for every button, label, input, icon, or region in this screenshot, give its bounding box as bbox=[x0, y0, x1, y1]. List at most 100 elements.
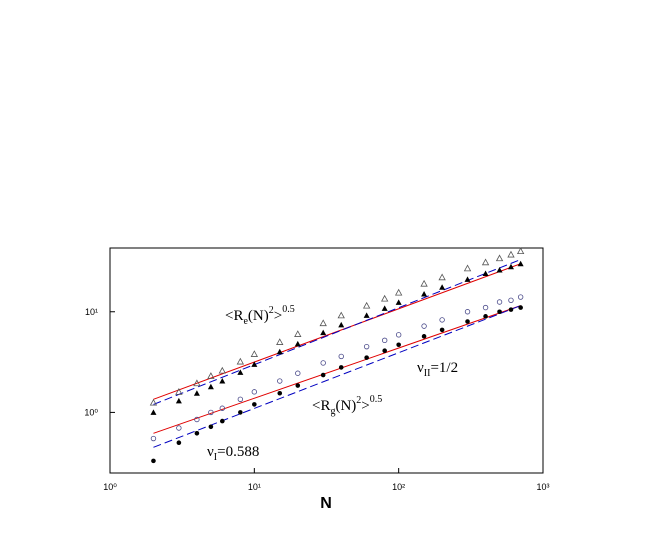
point bbox=[251, 389, 258, 395]
point bbox=[337, 311, 345, 319]
point bbox=[193, 390, 200, 396]
point bbox=[516, 247, 525, 255]
point bbox=[193, 379, 201, 387]
point bbox=[517, 260, 524, 267]
point bbox=[482, 304, 489, 311]
point bbox=[237, 396, 244, 402]
point bbox=[463, 264, 472, 272]
point bbox=[518, 305, 523, 310]
point bbox=[207, 372, 215, 379]
x-tick-label: 10² bbox=[392, 482, 405, 492]
point bbox=[338, 365, 344, 370]
point bbox=[395, 299, 402, 305]
x-tick-label: 10³ bbox=[536, 482, 549, 492]
point bbox=[320, 329, 327, 336]
point bbox=[382, 348, 387, 354]
point bbox=[194, 416, 200, 423]
y-tick-label: 10¹ bbox=[85, 307, 98, 317]
point bbox=[381, 294, 389, 302]
point bbox=[319, 319, 327, 327]
annotation: <Re(N)2>0.5 bbox=[225, 304, 295, 327]
point bbox=[420, 279, 428, 287]
point bbox=[276, 338, 284, 345]
x-tick-label: 10¹ bbox=[248, 482, 261, 492]
point bbox=[208, 409, 214, 416]
point bbox=[495, 254, 504, 262]
point bbox=[381, 337, 388, 344]
point bbox=[175, 397, 182, 404]
point bbox=[219, 378, 226, 384]
point bbox=[250, 350, 259, 357]
point bbox=[465, 319, 470, 324]
point bbox=[438, 273, 446, 281]
point bbox=[175, 388, 183, 395]
point bbox=[277, 378, 283, 384]
annotation: νI=0.588 bbox=[207, 444, 259, 463]
point bbox=[238, 410, 243, 415]
point bbox=[219, 405, 226, 411]
point bbox=[508, 307, 514, 312]
point bbox=[363, 312, 370, 318]
point bbox=[508, 297, 514, 303]
point bbox=[208, 424, 214, 430]
x-axis-label: N bbox=[320, 495, 332, 512]
point bbox=[277, 390, 283, 396]
point bbox=[220, 418, 225, 424]
point bbox=[151, 458, 156, 464]
point bbox=[252, 402, 257, 407]
point bbox=[482, 270, 489, 276]
point bbox=[421, 334, 427, 339]
point bbox=[394, 288, 403, 296]
point bbox=[176, 440, 182, 446]
point bbox=[381, 305, 388, 311]
point bbox=[496, 299, 503, 305]
point bbox=[496, 266, 503, 273]
point bbox=[149, 398, 158, 406]
point bbox=[363, 343, 370, 350]
point bbox=[207, 383, 214, 390]
point bbox=[396, 342, 401, 348]
point bbox=[150, 435, 157, 442]
plot-frame bbox=[109, 247, 544, 474]
point bbox=[320, 372, 326, 378]
point bbox=[295, 383, 301, 388]
point bbox=[236, 357, 245, 365]
point bbox=[421, 323, 427, 329]
point bbox=[464, 309, 471, 315]
point bbox=[439, 317, 445, 323]
point bbox=[338, 321, 345, 328]
point bbox=[176, 425, 182, 431]
point bbox=[439, 327, 445, 333]
x-tick-label: 10⁰ bbox=[103, 482, 117, 492]
point bbox=[362, 301, 371, 309]
point bbox=[395, 332, 402, 338]
point bbox=[294, 330, 302, 337]
point bbox=[320, 360, 326, 366]
point bbox=[237, 369, 244, 375]
point bbox=[251, 361, 258, 367]
point bbox=[218, 366, 226, 374]
point bbox=[507, 250, 515, 258]
fit-line bbox=[153, 305, 521, 434]
point bbox=[364, 355, 369, 360]
point bbox=[294, 340, 301, 347]
y-tick-label: 10⁰ bbox=[84, 407, 98, 417]
annotation: νII=1/2 bbox=[417, 360, 458, 379]
point bbox=[439, 284, 446, 290]
point bbox=[276, 348, 283, 355]
point bbox=[150, 409, 157, 415]
point bbox=[497, 309, 502, 315]
point bbox=[517, 294, 524, 300]
point bbox=[483, 314, 488, 319]
point bbox=[421, 291, 428, 297]
point bbox=[481, 258, 490, 266]
annotation: <Rg(N)2>0.5 bbox=[312, 394, 382, 417]
point bbox=[338, 353, 344, 360]
fit-line bbox=[153, 305, 521, 448]
point bbox=[507, 263, 514, 270]
point bbox=[194, 430, 200, 436]
fit-line bbox=[153, 259, 521, 405]
point bbox=[464, 276, 471, 282]
